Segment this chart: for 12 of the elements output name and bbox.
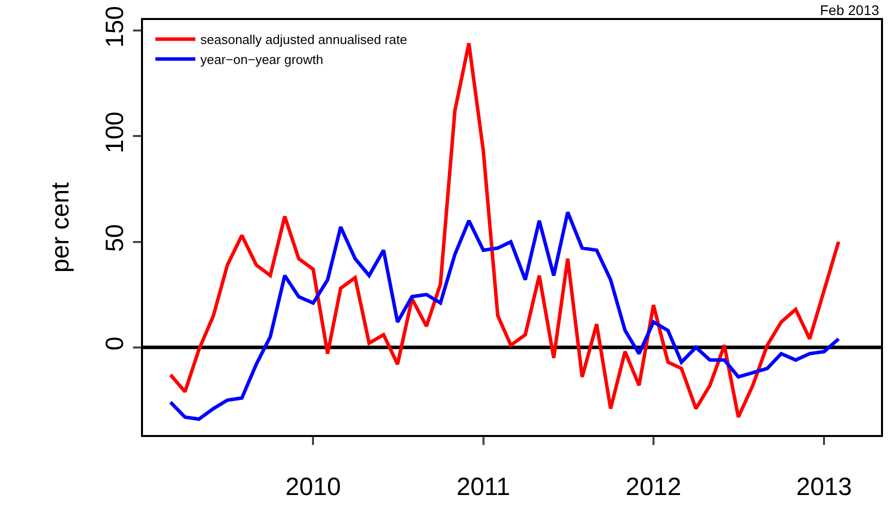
x-tick-label: 2010: [285, 473, 341, 501]
x-tick-label: 2013: [796, 473, 852, 501]
x-tick-label: 2012: [626, 473, 682, 501]
legend-label: seasonally adjusted annualised rate: [200, 32, 408, 48]
y-axis-title: per cent: [46, 182, 74, 273]
x-tick-label: 2011: [456, 473, 510, 501]
y-tick-label: 0: [101, 336, 129, 351]
y-tick-label: 100: [101, 112, 129, 154]
y-tick-label: 50: [101, 224, 129, 252]
legend-label: year−on−year growth: [200, 52, 324, 68]
text: Feb 2013: [820, 2, 880, 18]
y-tick-label: 150: [101, 6, 129, 48]
